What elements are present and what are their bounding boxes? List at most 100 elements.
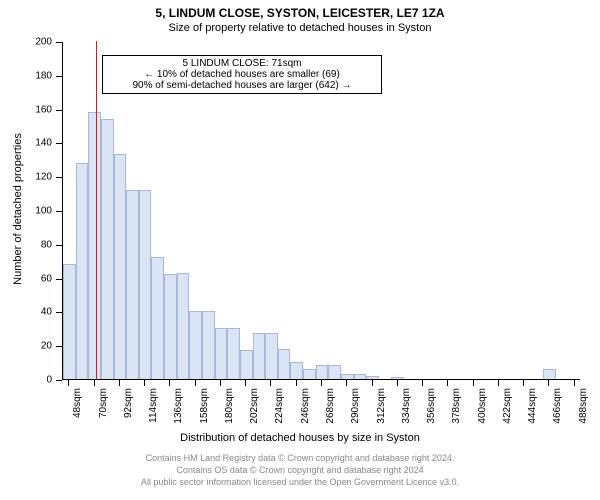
xtick-line: [169, 380, 170, 386]
annotation-line-2: ← 10% of detached houses are smaller (69…: [107, 69, 377, 80]
xtick-line: [321, 380, 322, 386]
ytick-line: [56, 211, 62, 212]
histogram-bar: [316, 365, 329, 379]
xtick-line: [397, 380, 398, 386]
ytick-label: 20: [22, 341, 52, 352]
ytick-label: 60: [22, 273, 52, 284]
xtick-label: 48sqm: [72, 388, 83, 448]
histogram-bar: [189, 311, 202, 379]
ytick-label: 160: [22, 104, 52, 115]
xtick-label: 224sqm: [274, 388, 285, 448]
xtick-label: 202sqm: [249, 388, 260, 448]
annotation-line-1: 5 LINDUM CLOSE: 71sqm: [107, 58, 377, 69]
histogram-bar: [303, 369, 316, 379]
xtick-line: [498, 380, 499, 386]
histogram-bar: [177, 273, 190, 379]
histogram-bar: [253, 333, 266, 379]
histogram-bar: [164, 274, 177, 379]
chart-title: 5, LINDUM CLOSE, SYSTON, LEICESTER, LE7 …: [0, 6, 600, 20]
xtick-label: 268sqm: [325, 388, 336, 448]
xtick-label: 246sqm: [300, 388, 311, 448]
xtick-label: 356sqm: [426, 388, 437, 448]
ytick-line: [56, 346, 62, 347]
ytick-label: 40: [22, 307, 52, 318]
histogram-bar: [227, 328, 240, 379]
ytick-label: 0: [22, 375, 52, 386]
xtick-label: 114sqm: [148, 388, 159, 448]
xtick-label: 378sqm: [451, 388, 462, 448]
histogram-bar: [126, 190, 139, 379]
xtick-line: [119, 380, 120, 386]
xtick-label: 466sqm: [552, 388, 563, 448]
xtick-line: [270, 380, 271, 386]
xtick-line: [220, 380, 221, 386]
xtick-label: 158sqm: [199, 388, 210, 448]
ytick-line: [56, 110, 62, 111]
ytick-line: [56, 177, 62, 178]
histogram-bar: [139, 190, 152, 379]
ytick-line: [56, 42, 62, 43]
footer-line-3: All public sector information licensed u…: [15, 477, 585, 487]
annotation-box: 5 LINDUM CLOSE: 71sqm ← 10% of detached …: [102, 55, 382, 94]
histogram-bar: [354, 374, 367, 379]
histogram-bar: [76, 163, 89, 379]
ytick-line: [56, 245, 62, 246]
histogram-bar: [101, 119, 114, 379]
xtick-line: [422, 380, 423, 386]
property-marker-line: [96, 41, 97, 379]
xtick-line: [346, 380, 347, 386]
histogram-bar: [240, 350, 253, 379]
histogram-bar: [265, 333, 278, 379]
xtick-label: 290sqm: [350, 388, 361, 448]
histogram-bar: [88, 112, 101, 379]
ytick-line: [56, 279, 62, 280]
xtick-line: [94, 380, 95, 386]
histogram-bar: [328, 365, 341, 379]
xtick-line: [548, 380, 549, 386]
ytick-label: 120: [22, 172, 52, 183]
footer-line-1: Contains HM Land Registry data © Crown c…: [15, 453, 585, 463]
chart-subtitle: Size of property relative to detached ho…: [0, 22, 600, 34]
xtick-line: [447, 380, 448, 386]
xtick-label: 92sqm: [123, 388, 134, 448]
histogram-bar: [366, 376, 379, 379]
histogram-bar: [114, 154, 127, 379]
xtick-label: 136sqm: [173, 388, 184, 448]
ytick-line: [56, 312, 62, 313]
ytick-label: 140: [22, 138, 52, 149]
xtick-label: 70sqm: [98, 388, 109, 448]
xtick-line: [574, 380, 575, 386]
ytick-label: 80: [22, 239, 52, 250]
xtick-label: 444sqm: [527, 388, 538, 448]
xtick-line: [372, 380, 373, 386]
histogram-bar: [63, 264, 76, 379]
footer-line-2: Contains OS data © Crown copyright and d…: [15, 465, 585, 475]
histogram-bar: [543, 369, 556, 379]
histogram-bar: [278, 349, 291, 379]
histogram-bar: [290, 362, 303, 379]
xtick-line: [195, 380, 196, 386]
xtick-line: [245, 380, 246, 386]
ytick-label: 100: [22, 206, 52, 217]
ytick-line: [56, 143, 62, 144]
histogram-bar: [391, 377, 404, 379]
ytick-label: 200: [22, 37, 52, 48]
xtick-label: 488sqm: [578, 388, 589, 448]
xtick-label: 334sqm: [401, 388, 412, 448]
histogram-bar: [151, 257, 164, 379]
chart-container: 5, LINDUM CLOSE, SYSTON, LEICESTER, LE7 …: [0, 0, 600, 500]
xtick-label: 312sqm: [376, 388, 387, 448]
ytick-line: [56, 76, 62, 77]
xtick-label: 422sqm: [502, 388, 513, 448]
histogram-bar: [341, 374, 354, 379]
ytick-label: 180: [22, 70, 52, 81]
xtick-line: [296, 380, 297, 386]
xtick-line: [473, 380, 474, 386]
ytick-line: [56, 380, 62, 381]
histogram-bar: [215, 328, 228, 379]
xtick-label: 180sqm: [224, 388, 235, 448]
xtick-line: [144, 380, 145, 386]
xtick-line: [523, 380, 524, 386]
annotation-line-3: 90% of semi-detached houses are larger (…: [107, 80, 377, 91]
xtick-label: 400sqm: [477, 388, 488, 448]
